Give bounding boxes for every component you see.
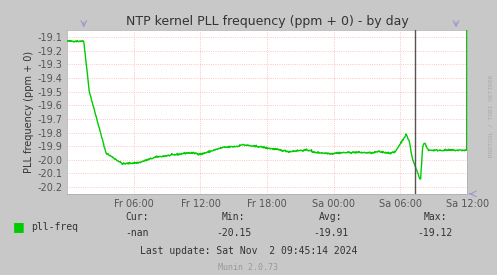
Text: ■: ■: [12, 220, 24, 233]
Text: Avg:: Avg:: [319, 212, 342, 222]
Title: NTP kernel PLL frequency (ppm + 0) - by day: NTP kernel PLL frequency (ppm + 0) - by …: [126, 15, 409, 28]
Text: -19.12: -19.12: [417, 229, 452, 238]
Text: pll-freq: pll-freq: [31, 222, 79, 232]
Text: Max:: Max:: [423, 212, 447, 222]
Y-axis label: PLL frequency (ppm + 0): PLL frequency (ppm + 0): [24, 51, 34, 173]
Text: -19.91: -19.91: [313, 229, 348, 238]
Text: -nan: -nan: [125, 229, 149, 238]
Text: RRDTOOL / TOBI OETIKER: RRDTOOL / TOBI OETIKER: [488, 74, 493, 157]
Text: Last update: Sat Nov  2 09:45:14 2024: Last update: Sat Nov 2 09:45:14 2024: [140, 246, 357, 256]
Text: Munin 2.0.73: Munin 2.0.73: [219, 263, 278, 272]
Text: -20.15: -20.15: [216, 229, 251, 238]
Text: Cur:: Cur:: [125, 212, 149, 222]
Text: Min:: Min:: [222, 212, 246, 222]
